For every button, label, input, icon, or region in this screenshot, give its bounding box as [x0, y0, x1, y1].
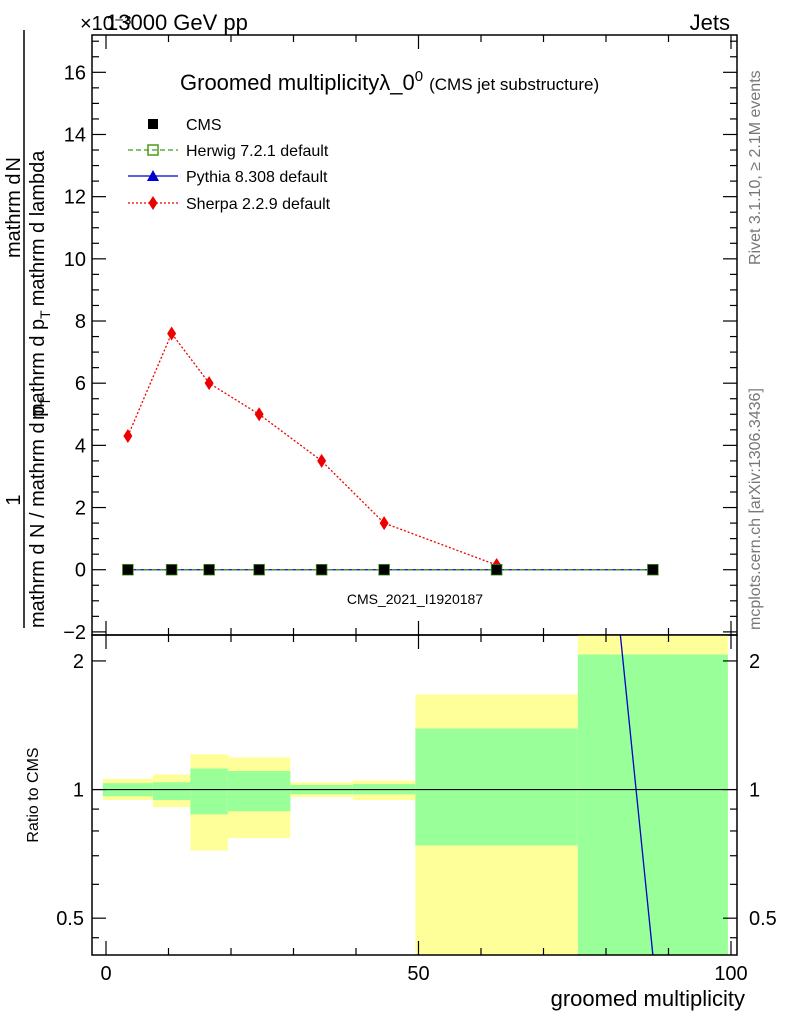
legend-marker-0: [148, 119, 158, 129]
x-axis-label: groomed multiplicity: [551, 986, 745, 1011]
exponent-label: ×10⁻³: [80, 13, 131, 35]
ylabel-denominator: mathrm d N / mathrm d pT: [27, 397, 53, 628]
y-tick-label: 6: [75, 373, 86, 395]
data-point-series-0: [122, 564, 133, 575]
ratio-band-inner-6: [415, 728, 578, 846]
chart-title-sup: 0: [415, 68, 423, 85]
ratio-band-inner-2: [190, 768, 228, 815]
ratio-y-axis-label: Ratio to CMS: [25, 747, 42, 842]
main-series: [121, 326, 659, 576]
legend-entry-1: Herwig 7.2.1 default: [186, 143, 329, 160]
ylabel-upper-d: mathrm d: [3, 174, 25, 258]
mcplots-label: mcplots.cern.ch [arXiv:1306.3436]: [747, 388, 764, 630]
data-point-series-3: [317, 453, 327, 468]
ratio-y-tick-label: 1: [73, 780, 84, 802]
ratio-band-inner-1: [152, 782, 191, 801]
data-point-series-0: [316, 564, 327, 575]
ratio-band-inner-7: [577, 654, 728, 955]
ylabel-upper: mathrm d N: [3, 157, 25, 258]
y-tick-label: 16: [64, 62, 86, 84]
legend-marker-2: [147, 170, 159, 181]
y-tick-label: 2: [75, 498, 86, 520]
ratio-y-tick-label: 2: [73, 651, 84, 673]
y-tick-label: 14: [64, 124, 86, 146]
x-tick-label: 50: [407, 963, 429, 985]
main-y-axis-label: 1 mathrm d N / mathrm d pT mathrm dN mat…: [3, 30, 53, 628]
y-tick-label: 10: [64, 249, 86, 271]
data-point-series-3: [167, 326, 177, 341]
x-tick-label: 0: [100, 963, 111, 985]
rivet-label: Rivet 3.1.10, ≥ 2.1M events: [747, 70, 764, 265]
legend-entry-2: Pythia 8.308 default: [186, 169, 328, 186]
main-y-ticks: −2 0 2 4 6 8 10 12 14 16: [63, 40, 737, 644]
ratio-bands: [102, 635, 728, 955]
data-point-series-0: [379, 564, 390, 575]
main-x-ticks: [105, 35, 732, 635]
ylabel-upper-n: N: [3, 157, 25, 171]
ylabel-denominator-text: mathrm d N / mathrm d p: [27, 406, 49, 628]
ratio-y-tick-label-right: 1: [749, 780, 760, 802]
ylabel-upper-dp: mathrm d p: [27, 319, 49, 420]
legend-marker-1: [147, 144, 159, 156]
ratio-pythia-segment: [619, 634, 654, 956]
ratio-panel: 0.5 0.5 1 1 2 2 0 50 100 Ratio to CMS groomed mu…: [25, 634, 777, 1011]
series-line-3: [127, 332, 497, 566]
y-tick-label: 8: [75, 311, 86, 333]
ylabel-denominator-sub: T: [37, 397, 53, 406]
data-point-series-3: [204, 376, 214, 391]
chart-title-main: Groomed multiplicityλ_0: [180, 70, 415, 95]
ratio-frame: [91, 634, 738, 956]
chart-title-sub: (CMS jet substructure): [429, 75, 599, 94]
y-tick-label: −2: [63, 622, 86, 644]
ylabel-upper-line2: mathrm d pTmathrm d lambda: [27, 150, 53, 420]
legend: CMS Herwig 7.2.1 default Pythia 8.308 defa…: [128, 117, 331, 213]
data-point-series-3: [123, 429, 133, 444]
data-point-series-3: [379, 516, 389, 531]
legend-marker-3: [148, 196, 158, 210]
x-tick-label: 100: [714, 963, 747, 985]
ratio-pythia-line: [619, 634, 654, 956]
ratio-y-tick-label: 0.5: [56, 908, 84, 930]
energy-label: 13000 GeV pp: [106, 10, 248, 35]
ylabel-numerator: 1: [3, 494, 25, 505]
data-point-series-3: [254, 407, 264, 422]
y-tick-label: 12: [64, 187, 86, 209]
data-point-series-0: [254, 564, 265, 575]
ylabel-upper-dlambda: mathrm d lambda: [27, 150, 49, 306]
data-point-series-0: [491, 564, 502, 575]
ratio-y-tick-label-right: 0.5: [749, 908, 777, 930]
ylabel-upper-sub: T: [37, 310, 53, 319]
analysis-label: CMS_2021_I1920187: [347, 591, 483, 607]
y-tick-label: 4: [75, 435, 86, 457]
legend-entry-3: Sherpa 2.2.9 default: [186, 196, 331, 213]
ratio-y-tick-label-right: 2: [749, 651, 760, 673]
ratio-band-inner-3: [227, 771, 291, 812]
process-label: Jets: [690, 10, 730, 35]
y-tick-label: 0: [75, 560, 86, 582]
chart-title: Groomed multiplicityλ_00 (CMS jet substru…: [180, 68, 599, 95]
data-point-series-0: [204, 564, 215, 575]
ratio-ticks: 0.5 0.5 1 1 2 2 0 50 100: [56, 635, 777, 985]
data-point-series-0: [166, 564, 177, 575]
data-point-series-0: [647, 564, 658, 575]
legend-entry-0: CMS: [186, 117, 222, 134]
